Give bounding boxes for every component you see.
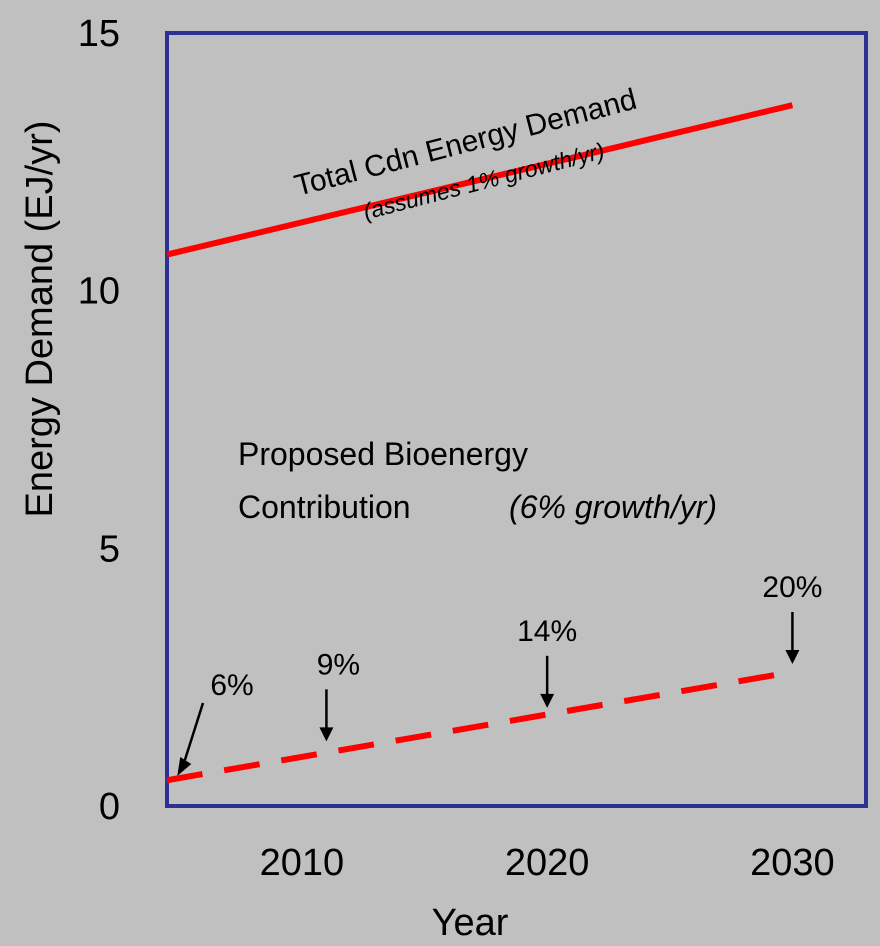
- annotation-label: 14%: [517, 615, 577, 648]
- y-tick-label: 15: [78, 13, 120, 55]
- annotation-arrow-head: [319, 727, 334, 742]
- total-demand-label: Total Cdn Energy Demand(assumes 1% growt…: [291, 83, 640, 225]
- annotation-label: 20%: [762, 571, 822, 604]
- bioenergy-label-line: Proposed Bioenergy: [238, 436, 528, 472]
- y-tick-label: 5: [99, 528, 120, 570]
- annotation-label: 9%: [317, 648, 360, 681]
- y-axis-title: Energy Demand (EJ/yr): [19, 120, 61, 517]
- annotation-arrow-head: [785, 650, 800, 665]
- total-demand-line: [166, 102, 794, 258]
- x-tick-label: 2030: [750, 842, 835, 884]
- bioenergy-label-note: (6% growth/yr): [509, 489, 717, 525]
- x-axis-title: Year: [432, 902, 509, 944]
- annotation-arrow-head: [540, 693, 555, 708]
- annotation-label: 6%: [210, 669, 253, 702]
- plot-frame: [165, 31, 868, 808]
- y-tick-label: 0: [99, 786, 120, 828]
- x-tick-label: 2010: [260, 842, 345, 884]
- bioenergy-label-line: Contribution: [238, 489, 411, 525]
- annotation-arrow-head: [177, 757, 192, 777]
- y-tick-label: 10: [78, 271, 120, 313]
- bioenergy-line: [166, 669, 793, 784]
- x-tick-label: 2020: [505, 842, 590, 884]
- annotation-arrow-shaft: [183, 702, 205, 763]
